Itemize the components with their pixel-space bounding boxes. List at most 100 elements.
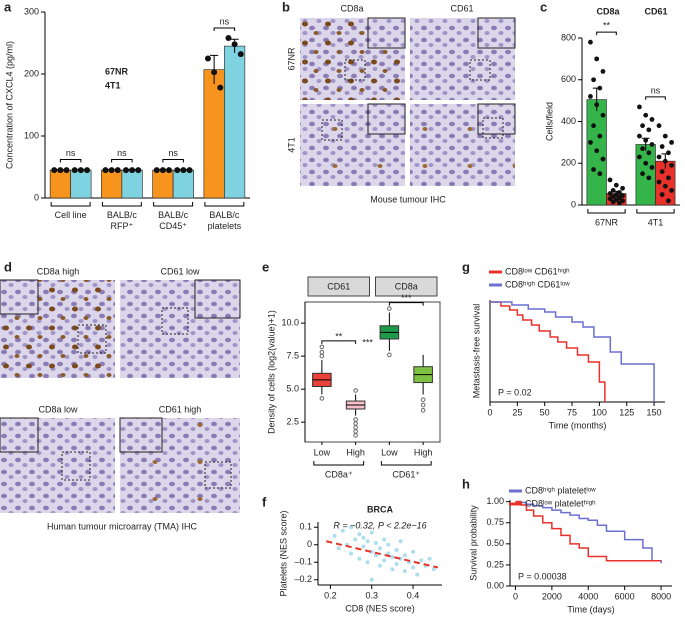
legend-label: CD8ʰⁱᵍʰ CD61ˡᵒʷ: [505, 279, 570, 289]
y-tick-label: 0.75: [486, 517, 504, 527]
data-point: [353, 537, 358, 542]
data-point: [51, 167, 58, 174]
data-point: [382, 558, 387, 563]
data-point: [659, 192, 665, 197]
data-point: [637, 104, 642, 110]
data-point: [607, 191, 613, 196]
data-point: [390, 555, 395, 559]
data-point: [415, 572, 420, 577]
y-tick-label: 1.00: [486, 496, 504, 506]
data-point: [600, 112, 606, 118]
data-point: [63, 167, 70, 174]
y-tick-label: –0.2: [294, 574, 312, 584]
significance-bracket: [596, 31, 617, 36]
facet-label: CD8a: [395, 281, 418, 291]
x-tick-label: BALB/c CD45⁺: [158, 210, 189, 231]
outlier: [387, 352, 392, 358]
row-label: 4T1: [286, 137, 296, 153]
x-tick-label: 50: [540, 407, 550, 417]
category-bracket: [153, 202, 194, 207]
outlier: [319, 349, 325, 355]
significance-bracket: [213, 27, 236, 32]
data-point: [180, 167, 187, 174]
panel-letter: d: [4, 259, 12, 274]
data-point: [591, 123, 596, 129]
data-point: [390, 567, 395, 572]
category-bracket: [587, 209, 626, 214]
significance: ns: [117, 148, 127, 158]
data-point: [369, 530, 374, 535]
data-point: [649, 142, 655, 147]
x-tick-label: 0.3: [365, 590, 378, 600]
group-bracket: [380, 461, 432, 466]
data-point: [122, 167, 129, 174]
y-axis-label: Platelets (NES score): [278, 510, 288, 596]
panel-letter: b: [282, 0, 290, 14]
data-point: [591, 77, 596, 83]
data-point: [649, 117, 655, 122]
data-point: [166, 167, 173, 174]
outlier: [353, 429, 358, 434]
facet-header: [375, 276, 438, 297]
data-point: [666, 198, 671, 204]
x-tick-label: BALB/c RFP⁺: [107, 210, 138, 231]
data-point: [108, 167, 115, 174]
data-point: [386, 542, 391, 547]
data-point: [594, 102, 600, 108]
data-point: [607, 177, 613, 183]
data-point: [365, 539, 370, 544]
significance: ns: [651, 85, 661, 95]
caption: Mouse tumour IHC: [370, 194, 446, 204]
x-tick-label: High: [414, 447, 433, 457]
data-point: [613, 182, 619, 188]
x-tick-label: 0.2: [324, 590, 337, 600]
data-point: [411, 565, 416, 570]
data-point: [594, 148, 600, 154]
outlier: [420, 397, 426, 403]
data-point: [225, 35, 232, 42]
data-point: [640, 171, 645, 177]
survival-curve: [515, 500, 662, 564]
data-point: [382, 537, 387, 542]
data-point: [649, 165, 655, 170]
data-point: [637, 154, 642, 160]
data-point: [402, 569, 407, 573]
annotation: P = 0.02: [498, 387, 532, 397]
label-line: BALB/c: [158, 210, 189, 220]
facet-label: CD61: [327, 281, 350, 291]
data-point: [643, 160, 649, 166]
data-point: [398, 539, 403, 544]
outlier: [420, 408, 426, 413]
legend-label: CD8a: [596, 6, 620, 16]
data-point: [656, 154, 662, 160]
data-point: [643, 112, 649, 118]
data-point: [394, 548, 399, 552]
category-bracket: [101, 202, 142, 207]
panel-letter: a: [4, 0, 12, 14]
y-tick-label: 300: [24, 6, 39, 16]
significance: ns: [220, 16, 230, 26]
data-point: [373, 553, 378, 558]
image-label: CD61 low: [160, 266, 200, 276]
y-axis-label: Metastasis-free survival: [471, 304, 481, 399]
y-tick-label: 0: [307, 539, 312, 549]
data-point: [431, 567, 436, 572]
data-point: [159, 167, 166, 174]
data-point: [357, 556, 362, 561]
data-point: [607, 196, 613, 202]
y-tick-label: –0.1: [294, 557, 312, 567]
legend-label: CD61: [644, 6, 667, 16]
label-line: CD45⁺: [159, 221, 187, 231]
significance-bracket: [162, 158, 184, 163]
bar: [49, 169, 71, 199]
x-tick-label: Cell line: [55, 210, 87, 220]
outlier: [353, 425, 358, 430]
data-point: [186, 167, 193, 174]
x-tick-label: 75: [567, 407, 577, 417]
data-point: [332, 534, 337, 538]
data-point: [659, 169, 665, 175]
data-point: [394, 562, 399, 566]
x-tick-label: 67NR: [595, 217, 619, 227]
data-point: [597, 85, 603, 91]
